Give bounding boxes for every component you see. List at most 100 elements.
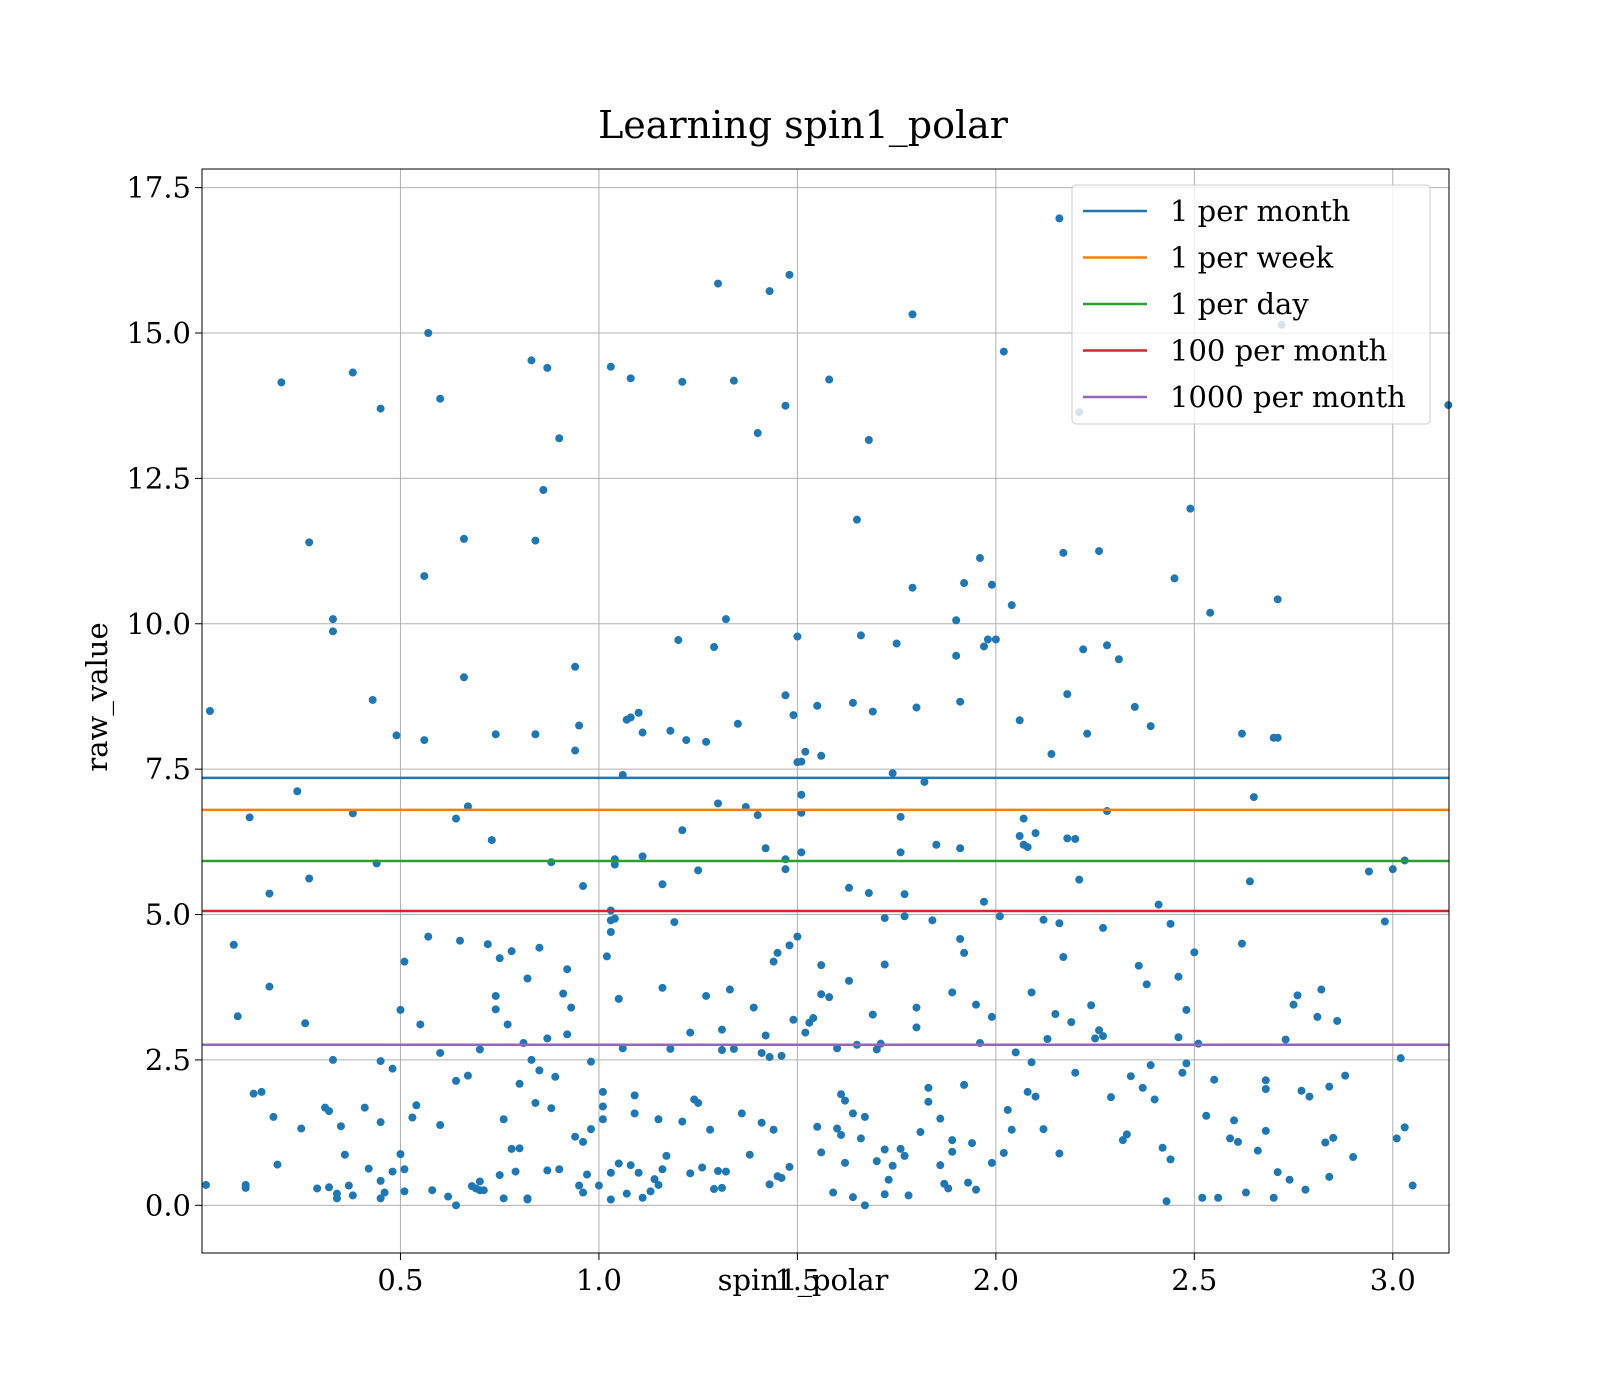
scatter-point bbox=[638, 728, 647, 737]
scatter-point bbox=[896, 1144, 905, 1153]
scatter-point bbox=[686, 1028, 695, 1037]
scatter-point bbox=[348, 368, 357, 377]
scatter-point bbox=[436, 394, 445, 403]
scatter-point bbox=[630, 1109, 639, 1118]
scatter-point bbox=[507, 947, 516, 956]
scatter-point bbox=[872, 1045, 881, 1054]
scatter-point bbox=[269, 1112, 278, 1121]
scatter-point bbox=[555, 1165, 564, 1174]
x-tick-label: 0.5 bbox=[377, 1263, 423, 1297]
scatter-point bbox=[944, 1184, 953, 1193]
scatter-point bbox=[265, 889, 274, 898]
scatter-point bbox=[618, 1044, 627, 1053]
scatter-point bbox=[336, 1122, 345, 1131]
scatter-points bbox=[201, 214, 1453, 1210]
scatter-point bbox=[1253, 1146, 1262, 1155]
scatter-point bbox=[543, 363, 552, 372]
scatter-point bbox=[424, 328, 433, 337]
scatter-point bbox=[305, 874, 314, 883]
scatter-point bbox=[551, 1072, 560, 1081]
scatter-point bbox=[781, 691, 790, 700]
scatter-point bbox=[1444, 401, 1453, 410]
scatter-point bbox=[408, 1113, 417, 1122]
scatter-point bbox=[987, 1012, 996, 1021]
scatter-point bbox=[765, 287, 774, 296]
scatter-point bbox=[1349, 1153, 1358, 1162]
scatter-point bbox=[1233, 1137, 1242, 1146]
scatter-point bbox=[757, 1118, 766, 1127]
scatter-point bbox=[1067, 1018, 1076, 1027]
scatter-point bbox=[781, 865, 790, 874]
scatter-point bbox=[666, 1044, 675, 1053]
scatter-point bbox=[972, 1185, 981, 1194]
scatter-point bbox=[793, 632, 802, 641]
scatter-point bbox=[1071, 834, 1080, 843]
scatter-point bbox=[606, 927, 615, 936]
scatter-point bbox=[1039, 1125, 1048, 1134]
scatter-point bbox=[844, 883, 853, 892]
scatter-point bbox=[630, 1091, 639, 1100]
x-tick-label: 2.0 bbox=[973, 1263, 1019, 1297]
scatter-point bbox=[531, 730, 540, 739]
scatter-point bbox=[654, 1180, 663, 1189]
scatter-point bbox=[1166, 919, 1175, 928]
scatter-point bbox=[884, 1175, 893, 1184]
scatter-point bbox=[1134, 961, 1143, 970]
scatter-point bbox=[598, 1087, 607, 1096]
scatter-point bbox=[833, 1124, 842, 1133]
scatter-point bbox=[1091, 1034, 1100, 1043]
scatter-point bbox=[396, 1005, 405, 1014]
scatter-point bbox=[817, 990, 826, 999]
scatter-point bbox=[547, 1104, 556, 1113]
scatter-point bbox=[904, 1191, 913, 1200]
scatter-point bbox=[670, 918, 679, 927]
scatter-point bbox=[364, 1164, 373, 1173]
scatter-point bbox=[817, 961, 826, 970]
scatter-point bbox=[1031, 1092, 1040, 1101]
scatter-point bbox=[678, 826, 687, 835]
scatter-point bbox=[412, 1101, 421, 1110]
scatter-point bbox=[864, 436, 873, 444]
y-axis-label: raw_value bbox=[80, 622, 115, 771]
scatter-point bbox=[1047, 750, 1056, 759]
scatter-point bbox=[797, 848, 806, 857]
scatter-point bbox=[396, 1150, 405, 1159]
scatter-point bbox=[844, 976, 853, 985]
x-tick-label: 2.5 bbox=[1171, 1263, 1217, 1297]
scatter-point bbox=[249, 1089, 258, 1098]
scatter-point bbox=[833, 1044, 842, 1053]
scatter-point bbox=[737, 1109, 746, 1118]
scatter-point bbox=[765, 1180, 774, 1189]
scatter-point bbox=[571, 1132, 580, 1141]
scatter-point bbox=[757, 1048, 766, 1057]
scatter-point bbox=[948, 1136, 957, 1145]
scatter-point bbox=[773, 948, 782, 957]
scatter-point bbox=[1261, 1076, 1270, 1085]
scatter-point bbox=[825, 375, 834, 384]
scatter-point bbox=[1063, 690, 1072, 699]
scatter-point bbox=[908, 310, 917, 319]
scatter-point bbox=[1146, 722, 1155, 731]
scatter-point bbox=[571, 746, 580, 755]
scatter-point bbox=[1023, 843, 1032, 852]
scatter-point bbox=[721, 1167, 730, 1176]
legend-label: 100 per month bbox=[1170, 334, 1387, 368]
scatter-point bbox=[1023, 1087, 1032, 1096]
scatter-point bbox=[924, 1083, 933, 1092]
scatter-point bbox=[293, 787, 302, 796]
scatter-point bbox=[948, 988, 957, 997]
scatter-point bbox=[1027, 1058, 1036, 1067]
scatter-point bbox=[297, 1124, 306, 1133]
scatter-point bbox=[912, 703, 921, 712]
scatter-point bbox=[682, 736, 691, 745]
scatter-point bbox=[487, 836, 496, 845]
scatter-point bbox=[725, 985, 734, 994]
scatter-point bbox=[626, 1161, 635, 1170]
scatter-point bbox=[503, 1020, 512, 1029]
scatter-point bbox=[1095, 547, 1104, 556]
scatter-point bbox=[634, 708, 643, 717]
scatter-point bbox=[1083, 729, 1092, 738]
scatter-point bbox=[400, 1165, 409, 1174]
scatter-point bbox=[527, 1055, 536, 1064]
